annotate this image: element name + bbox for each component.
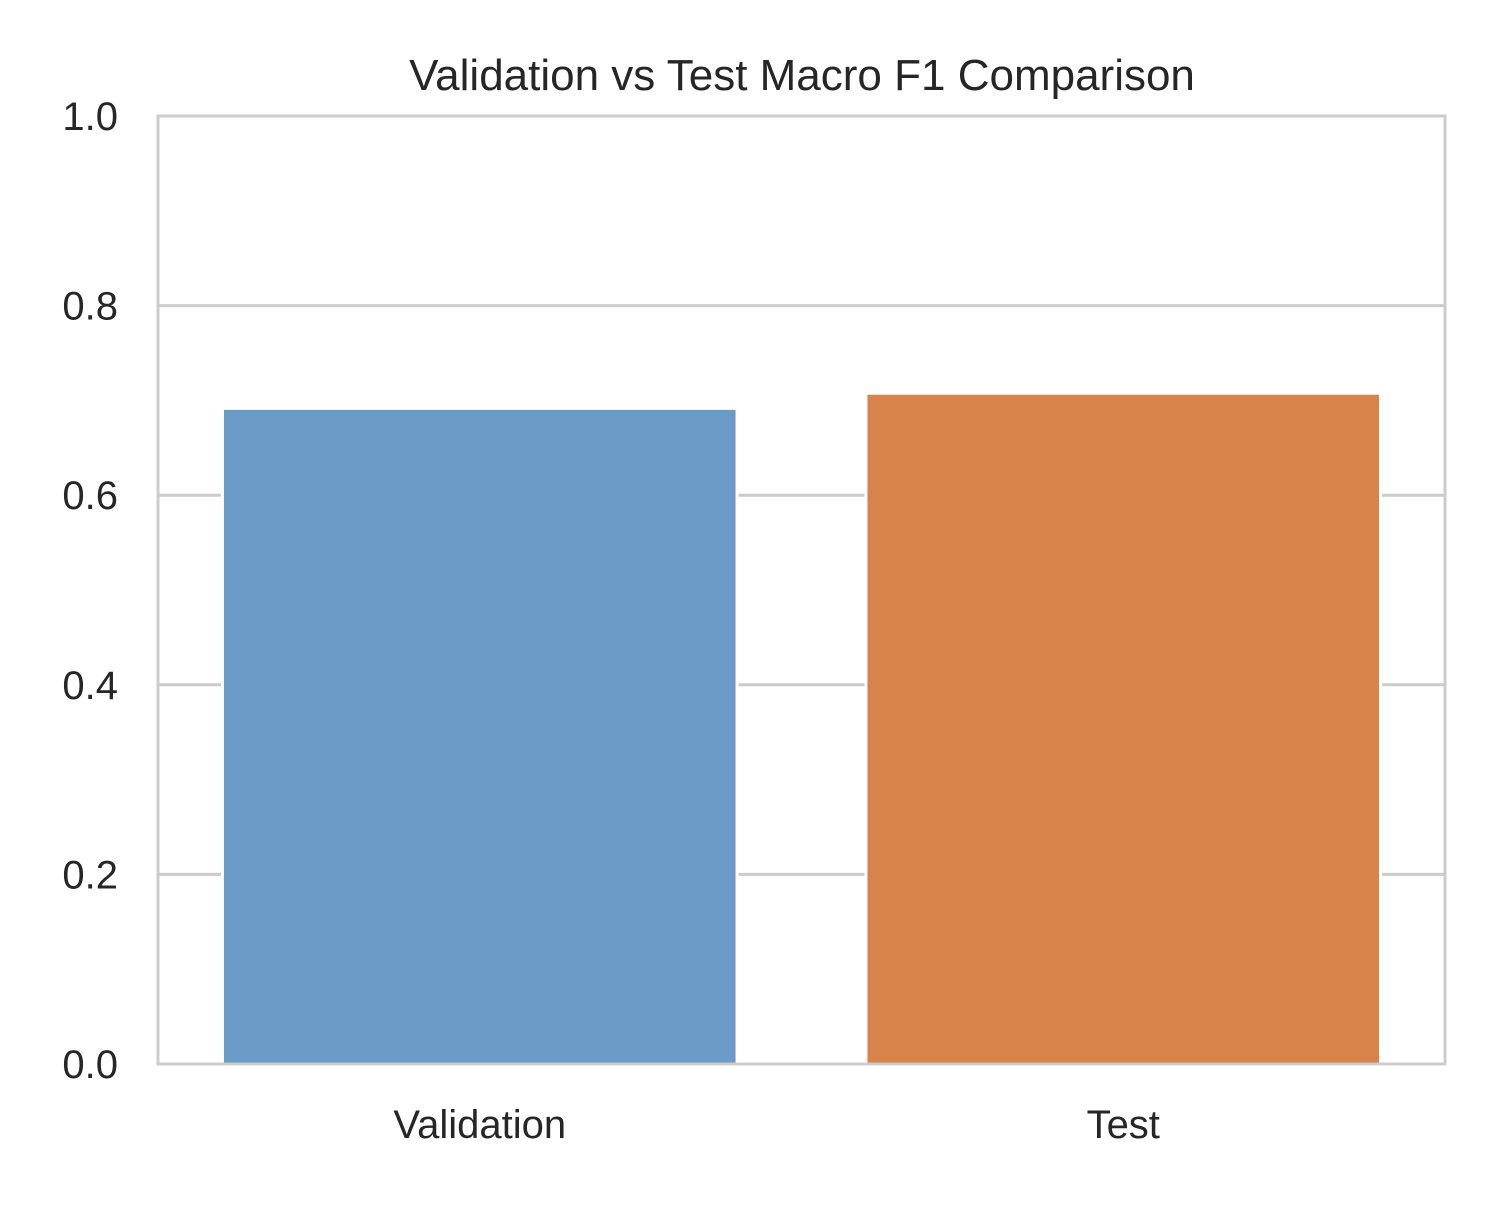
y-tick-label: 0.8 — [62, 285, 118, 329]
x-axis-ticks: Validation Test — [393, 1103, 1160, 1147]
y-tick-label: 0.4 — [62, 664, 118, 708]
y-tick-label: 1.0 — [62, 95, 118, 139]
y-tick-label: 0.6 — [62, 474, 118, 518]
bars — [220, 391, 1383, 1064]
y-tick-label: 0.2 — [62, 853, 118, 897]
bar-validation — [223, 409, 736, 1064]
x-tick-label: Validation — [393, 1103, 566, 1147]
plot-frame — [156, 114, 1447, 1066]
bar-test — [867, 394, 1380, 1064]
y-tick-label: 0.0 — [62, 1043, 118, 1087]
y-axis-ticks: 0.0 0.2 0.4 0.6 0.8 1.0 — [62, 95, 118, 1087]
x-tick-label: Test — [1087, 1103, 1160, 1147]
plot-border — [156, 114, 1447, 1066]
chart-title: Validation vs Test Macro F1 Comparison — [409, 51, 1195, 100]
